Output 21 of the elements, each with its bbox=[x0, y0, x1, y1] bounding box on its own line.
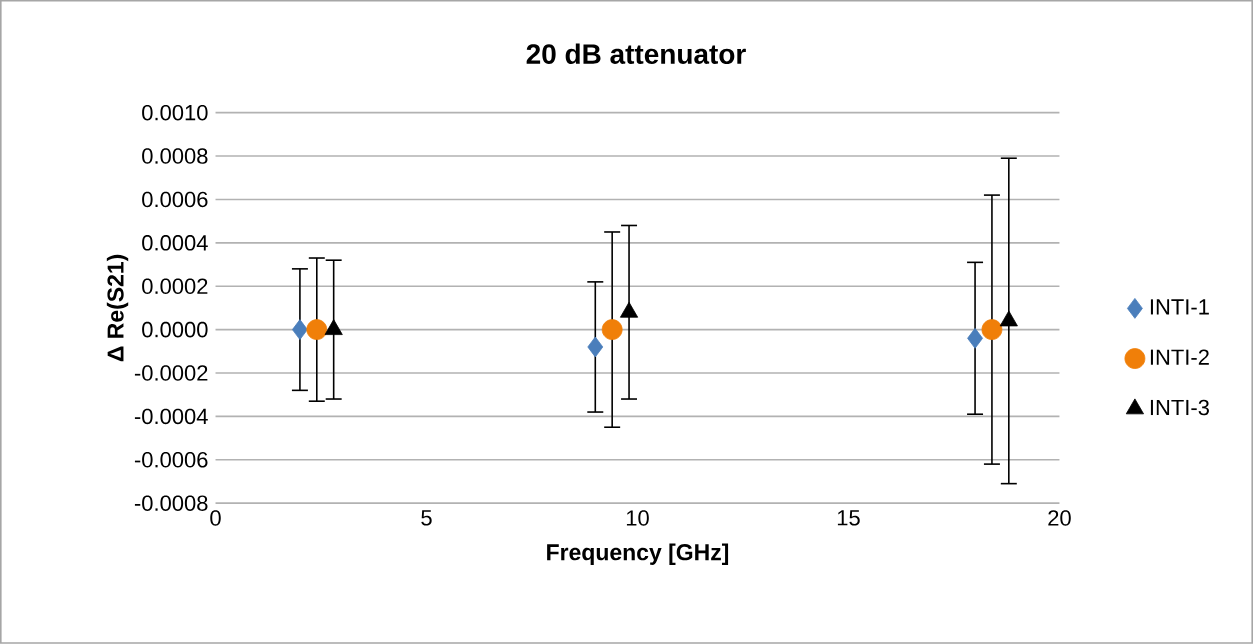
y-tick-label: -0.0006 bbox=[134, 452, 208, 468]
x-axis-title: Frequency [GHz] bbox=[547, 543, 729, 565]
y-tick-label: -0.0004 bbox=[134, 408, 208, 425]
x-tick-label: 15 bbox=[837, 510, 860, 526]
y-tick-label: -0.0008 bbox=[134, 495, 208, 512]
chart-title: 20 dB attenuator bbox=[526, 43, 746, 65]
y-axis-title: Δ Re(S21) bbox=[106, 254, 129, 362]
y-tick-label: 0.0002 bbox=[142, 278, 208, 295]
legend-label: INTI-1 bbox=[1150, 299, 1209, 315]
y-tick-label: 0.0006 bbox=[142, 191, 208, 208]
x-tick-label: 0 bbox=[210, 510, 221, 526]
x-tick-label: 5 bbox=[421, 510, 432, 526]
x-tick-label: 20 bbox=[1048, 510, 1071, 526]
y-tick-label: 0.0010 bbox=[142, 105, 208, 121]
legend-label: INTI-3 bbox=[1150, 399, 1209, 416]
y-tick-label: 0.0004 bbox=[142, 235, 208, 251]
y-tick-label: 0.0000 bbox=[142, 321, 208, 338]
legend-label: INTI-2 bbox=[1150, 349, 1209, 365]
x-tick-label: 10 bbox=[626, 510, 649, 526]
y-tick-label: 0.0008 bbox=[142, 148, 208, 164]
y-tick-label: -0.0002 bbox=[134, 365, 208, 381]
